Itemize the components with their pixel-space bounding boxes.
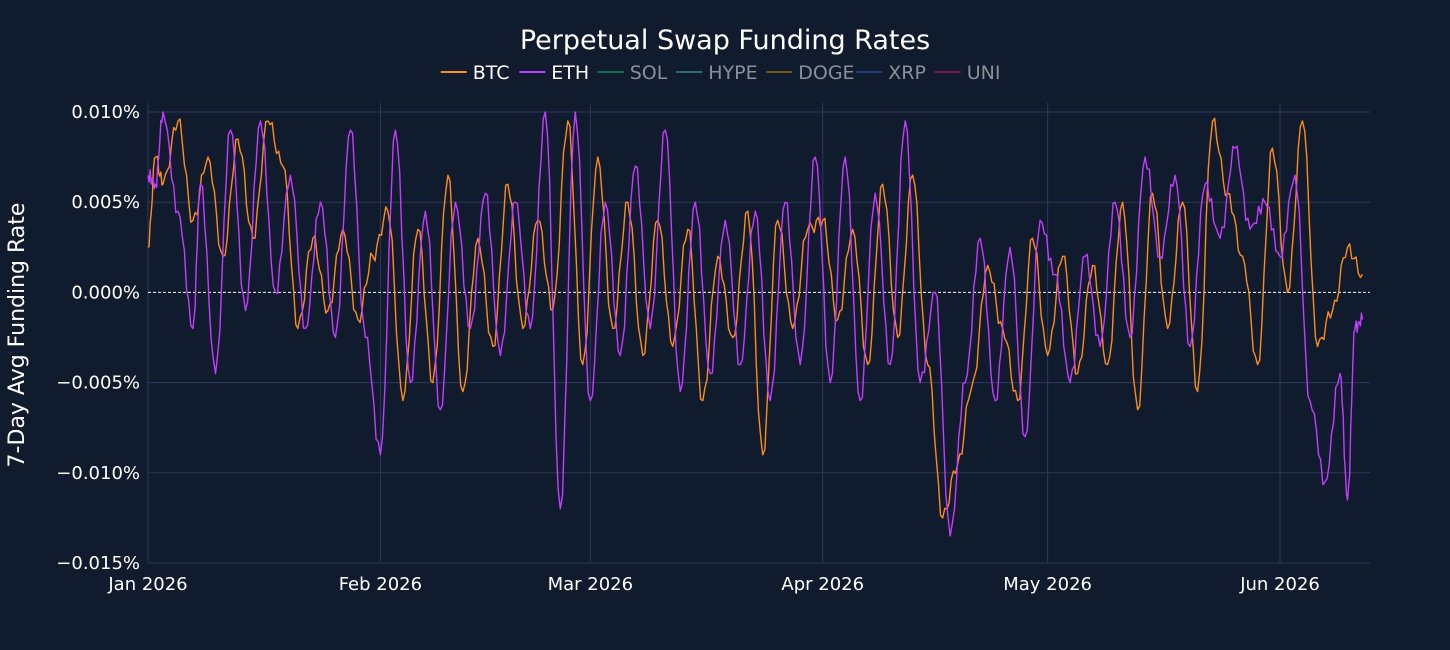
legend: BTC ETH SOL HYPE DOGE XRP UNI	[440, 62, 1001, 84]
y-axis-title: 7-Day Avg Funding Rate	[5, 203, 30, 468]
x-tick-label: Mar 2026	[548, 574, 634, 595]
legend-item-hype[interactable]: HYPE	[676, 62, 758, 84]
chart-title: Perpetual Swap Funding Rates	[520, 25, 930, 56]
legend-label: DOGE	[798, 62, 854, 84]
axis-layer: 0.010%0.005%0.000%−0.005%−0.010%−0.015%J…	[56, 102, 1320, 595]
legend-item-eth[interactable]: ETH	[519, 62, 589, 84]
series-line-eth	[147, 111, 1364, 537]
legend-label: HYPE	[708, 62, 757, 84]
legend-label: UNI	[967, 62, 1001, 84]
y-tick-label: −0.005%	[56, 373, 140, 394]
series-line-btc	[147, 117, 1364, 519]
legend-item-btc[interactable]: BTC	[440, 62, 510, 84]
y-tick-label: 0.005%	[71, 192, 140, 213]
x-tick-label: Apr 2026	[781, 574, 864, 595]
series-layer	[147, 111, 1364, 537]
legend-item-doge[interactable]: DOGE	[766, 62, 855, 84]
y-tick-label: −0.010%	[56, 463, 140, 484]
x-tick-label: Feb 2026	[339, 574, 422, 595]
legend-item-uni[interactable]: UNI	[934, 62, 1001, 84]
legend-label: BTC	[473, 62, 510, 84]
legend-item-xrp[interactable]: XRP	[856, 62, 926, 84]
x-tick-label: Jan 2026	[107, 574, 187, 595]
x-tick-label: Jun 2026	[1239, 574, 1320, 595]
legend-item-sol[interactable]: SOL	[597, 62, 668, 84]
y-tick-label: 0.000%	[71, 282, 140, 303]
legend-label: ETH	[551, 62, 589, 84]
grid-layer	[147, 103, 1370, 564]
legend-label: SOL	[630, 62, 668, 84]
x-tick-label: May 2026	[1003, 574, 1092, 595]
y-tick-label: 0.010%	[71, 102, 140, 123]
legend-label: XRP	[888, 62, 926, 84]
y-tick-label: −0.015%	[56, 553, 140, 574]
